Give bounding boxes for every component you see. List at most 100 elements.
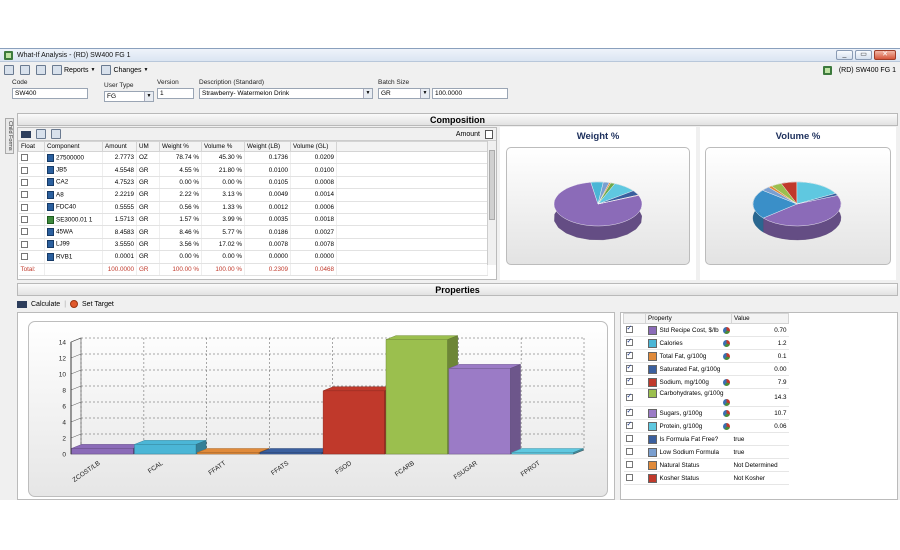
table-row[interactable]: SE3000.01 1 1.5713 GR 1.57 % 3.99 % 0.0035 0.0… [18,213,488,227]
property-checkbox[interactable] [625,350,633,360]
volume-pct-cell[interactable]: 45.30 % [201,151,245,165]
weight-pct-cell[interactable]: 3.56 % [159,238,202,252]
col-um[interactable]: UM [136,141,160,152]
batch-size-field[interactable]: 100.0000 [432,88,508,99]
volume-gl-cell[interactable]: 0.0078 [290,238,337,252]
grid-view-icon[interactable] [21,130,31,138]
property-value[interactable]: 0.70 [731,323,789,337]
maximize-button[interactable]: ▭ [855,50,872,60]
property-checkbox[interactable] [625,363,633,373]
volume-pct-cell[interactable]: 0.00 % [201,250,245,264]
float-checkbox[interactable] [20,154,28,162]
volume-gl-cell[interactable]: 0.0027 [290,225,337,239]
pie-chart-icon[interactable] [722,352,730,360]
table-row[interactable]: FDC40 0.5555 GR 0.56 % 1.33 % 0.0012 0.0006 [18,201,488,214]
amount-cell[interactable]: 4.5548 [102,163,137,177]
amount-cell[interactable]: 4.7523 [102,176,137,190]
property-row[interactable]: Low Sodium Formula true [623,445,789,459]
pie-chart-icon[interactable] [722,339,730,347]
scrollbar-thumb[interactable] [489,150,495,220]
float-checkbox[interactable] [20,191,28,199]
property-value[interactable]: 14.3 [731,388,789,407]
col-weight-lb[interactable]: Weight (LB) [244,141,291,152]
volume-pct-cell[interactable]: 1.33 % [201,201,245,214]
table-row[interactable]: A8 2.2219 GR 2.22 % 3.13 % 0.0049 0.0014 [18,188,488,202]
component-cell[interactable]: CA2 [44,176,103,190]
component-cell[interactable]: SE3000.01 1 [44,213,103,227]
property-value[interactable]: Not Kosher [731,471,789,485]
um-cell[interactable]: OZ [136,151,160,165]
volume-gl-cell[interactable]: 0.0100 [290,163,337,177]
col-float[interactable]: Float [18,141,45,152]
volume-pct-cell[interactable]: 21.80 % [201,163,245,177]
float-checkbox[interactable] [20,178,28,186]
property-row[interactable]: Saturated Fat, g/100g 0.00 [623,362,789,376]
weight-pct-cell[interactable]: 1.57 % [159,213,202,227]
component-cell[interactable]: 27500000 [44,151,103,165]
um-cell[interactable]: GR [136,225,160,239]
component-cell[interactable]: 45WA [44,225,103,239]
bar-front[interactable] [134,444,197,455]
property-row[interactable]: Calories 1.2 [623,336,789,350]
amount-cell[interactable]: 2.2219 [102,188,137,202]
property-row[interactable]: Total Fat, g/100g 0.1 [623,349,789,363]
component-cell[interactable]: A8 [44,188,103,202]
um-cell[interactable]: GR [136,250,160,264]
user-type-select[interactable]: FG ▼ [104,91,154,102]
volume-gl-cell[interactable]: 0.0008 [290,176,337,190]
pie-chart-icon[interactable] [722,409,730,417]
weight-pct-cell[interactable]: 2.22 % [159,188,202,202]
table-row[interactable]: LJ99 3.5550 GR 3.56 % 17.02 % 0.0078 0.0078 [18,238,488,252]
property-value[interactable]: Not Determined [731,458,789,472]
property-value[interactable]: true [731,445,789,459]
volume-gl-cell[interactable]: 0.0006 [290,201,337,214]
col-value[interactable]: Value [731,313,789,324]
volume-gl-cell[interactable]: 0.0000 [290,250,337,264]
amount-cell[interactable]: 1.5713 [102,213,137,227]
calculate-button[interactable]: Calculate [31,300,61,308]
property-checkbox[interactable] [625,461,633,469]
weight-pct-cell[interactable]: 4.55 % [159,163,202,177]
code-field[interactable]: SW400 [12,88,88,99]
changes-menu[interactable]: Changes ▼ [101,65,148,75]
minimize-button[interactable]: _ [836,50,853,60]
um-cell[interactable]: GR [136,163,160,177]
pie-chart-icon[interactable] [722,399,730,406]
property-row[interactable]: Kosher Status Not Kosher [623,471,789,485]
property-row[interactable]: Std Recipe Cost, $/lb 0.70 [623,323,789,337]
property-value[interactable]: true [731,432,789,446]
volume-gl-cell[interactable]: 0.0209 [290,151,337,165]
volume-pct-cell[interactable]: 3.13 % [201,188,245,202]
property-row[interactable]: Natural Status Not Determined [623,458,789,472]
child-forms-tab[interactable]: Child Forms [5,118,14,154]
float-checkbox[interactable] [20,240,28,248]
table-row[interactable]: 27500000 2.7773 OZ 78.74 % 45.30 % 0.1736 0.02… [18,151,488,165]
weight-lb-cell[interactable]: 0.0035 [244,213,291,227]
property-checkbox[interactable] [625,376,633,386]
weight-lb-cell[interactable]: 0.0186 [244,225,291,239]
um-cell[interactable]: GR [136,213,160,227]
weight-lb-cell[interactable]: 0.0105 [244,176,291,190]
table-row[interactable]: RVB1 0.0001 GR 0.00 % 0.00 % 0.0000 0.0000 [18,250,488,264]
volume-pct-cell[interactable]: 17.02 % [201,238,245,252]
property-value[interactable]: 0.00 [731,362,789,376]
property-checkbox[interactable] [625,420,633,430]
um-cell[interactable]: GR [136,201,160,214]
weight-lb-cell[interactable]: 0.0078 [244,238,291,252]
weight-pct-cell[interactable]: 8.46 % [159,225,202,239]
save-icon[interactable] [4,65,14,75]
property-row[interactable]: Sodium, mg/100g 7.9 [623,375,789,389]
copy-icon[interactable] [20,65,30,75]
um-cell[interactable]: GR [136,176,160,190]
reports-menu[interactable]: Reports ▼ [52,65,95,75]
volume-pct-cell[interactable]: 3.99 % [201,213,245,227]
close-button[interactable]: ✕ [874,50,896,60]
batch-unit-select[interactable]: GR ▼ [378,88,430,99]
property-row[interactable]: Is Formula Fat Free? true [623,432,789,446]
property-value[interactable]: 1.2 [731,336,789,350]
bar-front[interactable] [448,368,511,455]
weight-lb-cell[interactable]: 0.0000 [244,250,291,264]
float-checkbox[interactable] [20,253,28,261]
col-amount[interactable]: Amount [102,141,137,152]
weight-lb-cell[interactable]: 0.0012 [244,201,291,214]
